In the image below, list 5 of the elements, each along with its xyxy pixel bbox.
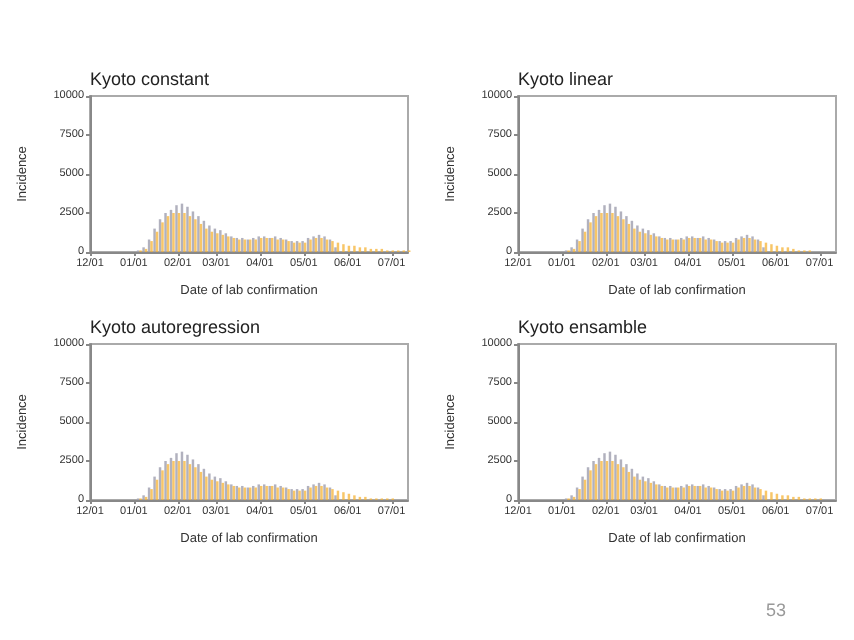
chart-title: Kyoto autoregression bbox=[90, 317, 261, 337]
chart-title: Kyoto ensamble bbox=[518, 317, 648, 337]
text: 53 bbox=[765, 600, 786, 620]
chart-title: Kyoto linear bbox=[518, 69, 614, 89]
chart-title: Kyoto constant bbox=[90, 69, 211, 89]
